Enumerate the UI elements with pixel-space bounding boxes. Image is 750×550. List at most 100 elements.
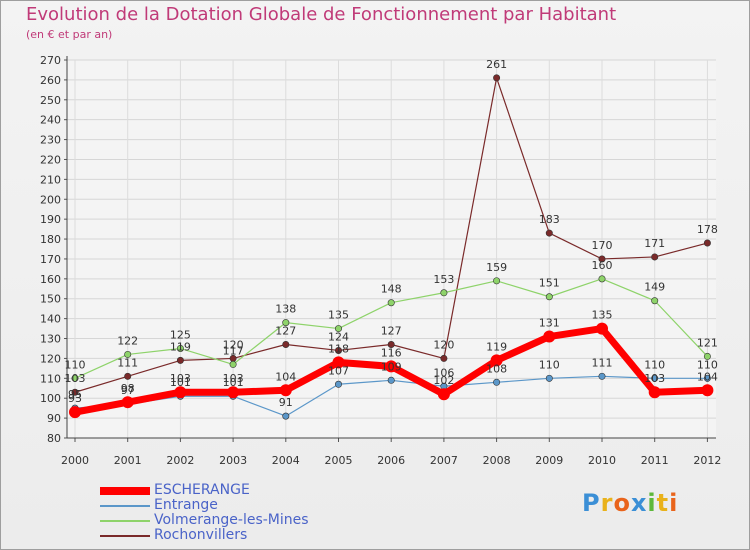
data-label: 170 xyxy=(592,239,613,252)
data-point xyxy=(334,325,342,333)
data-point xyxy=(440,289,448,297)
data-label: 91 xyxy=(279,396,293,409)
data-label: 159 xyxy=(486,261,507,274)
data-label: 103 xyxy=(65,372,86,385)
data-label: 110 xyxy=(644,358,665,371)
legend-swatch xyxy=(100,486,150,495)
data-point xyxy=(69,406,81,419)
data-point xyxy=(543,330,556,343)
axes: 8090100110120130140150160170180190200210… xyxy=(40,54,721,467)
x-tick-label: 2002 xyxy=(166,454,194,467)
data-label: 171 xyxy=(644,237,665,250)
legend-item: Volmerange-les-Mines xyxy=(100,513,309,528)
data-point xyxy=(282,319,290,327)
data-label: 160 xyxy=(592,259,613,272)
data-point xyxy=(334,380,342,388)
y-tick-label: 250 xyxy=(40,94,61,107)
series xyxy=(69,74,714,420)
x-tick-label: 2000 xyxy=(61,454,89,467)
data-label: 116 xyxy=(381,346,402,359)
legend-label: ESCHERANGE xyxy=(154,482,250,498)
data-label: 135 xyxy=(328,309,349,322)
proxiti-logo: Proxiti xyxy=(582,489,678,517)
y-tick-label: 160 xyxy=(40,273,61,286)
data-label: 101 xyxy=(223,376,244,389)
data-point xyxy=(385,360,398,373)
x-tick-label: 2003 xyxy=(219,454,247,467)
data-label: 119 xyxy=(486,340,507,353)
data-label: 93 xyxy=(68,392,82,405)
data-point xyxy=(493,378,501,386)
data-label: 117 xyxy=(223,344,244,357)
data-label: 110 xyxy=(65,358,86,371)
data-point xyxy=(440,354,448,362)
logo-letter: i xyxy=(647,489,657,517)
data-point xyxy=(227,386,240,399)
legend-swatch xyxy=(100,504,150,507)
x-tick-label: 2006 xyxy=(377,454,405,467)
data-label: 153 xyxy=(433,273,454,286)
legend-label: Rochonvillers xyxy=(154,527,248,543)
data-point xyxy=(651,253,659,261)
data-label: 135 xyxy=(592,309,613,322)
data-label: 149 xyxy=(644,281,665,294)
data-point xyxy=(282,412,290,420)
y-tick-label: 190 xyxy=(40,213,61,226)
data-label: 127 xyxy=(381,324,402,337)
data-point xyxy=(124,372,132,380)
data-point xyxy=(545,293,553,301)
chart-title: Evolution de la Dotation Globale de Fonc… xyxy=(26,4,617,25)
data-label: 108 xyxy=(486,362,507,375)
data-label: 183 xyxy=(539,213,560,226)
data-label: 178 xyxy=(697,223,718,236)
y-tick-label: 120 xyxy=(40,352,61,365)
data-point xyxy=(387,376,395,384)
data-label: 151 xyxy=(539,277,560,290)
y-tick-label: 90 xyxy=(47,412,61,425)
data-label: 119 xyxy=(170,340,191,353)
x-tick-label: 2012 xyxy=(693,454,721,467)
legend-label: Entrange xyxy=(154,497,218,513)
logo-letter: o xyxy=(613,489,631,517)
data-label: 107 xyxy=(328,364,349,377)
x-tick-label: 2008 xyxy=(483,454,511,467)
data-label: 118 xyxy=(328,342,349,355)
data-labels: 93 98 103 103 104 118 116 102 119 131 135 103 104 95 9… xyxy=(65,58,718,409)
data-point xyxy=(387,340,395,348)
legend-label: Volmerange-les-Mines xyxy=(154,512,309,528)
data-point xyxy=(703,239,711,247)
data-point xyxy=(124,350,132,358)
grid xyxy=(67,59,716,439)
data-label: 103 xyxy=(170,372,191,385)
legend-swatch xyxy=(100,534,150,537)
data-point xyxy=(332,356,345,369)
chart-subtitle: (en € et par an) xyxy=(26,28,113,41)
logo-letter: x xyxy=(630,489,648,517)
data-label: 104 xyxy=(275,370,296,383)
data-label: 125 xyxy=(170,328,191,341)
x-tick-label: 2001 xyxy=(114,454,142,467)
data-point xyxy=(174,386,187,399)
data-point xyxy=(229,360,237,368)
x-tick-label: 2009 xyxy=(535,454,563,467)
data-label: 120 xyxy=(223,338,244,351)
data-point xyxy=(334,346,342,354)
data-label: 102 xyxy=(433,374,454,387)
data-point xyxy=(121,396,134,409)
legend-swatch xyxy=(100,519,150,522)
x-tick-label: 2004 xyxy=(272,454,300,467)
data-point xyxy=(598,275,606,283)
legend-item: ESCHERANGE xyxy=(100,483,309,498)
x-tick-label: 2010 xyxy=(588,454,616,467)
data-label: 103 xyxy=(644,372,665,385)
data-point xyxy=(703,374,711,382)
y-tick-label: 170 xyxy=(40,253,61,266)
legend: ESCHERANGE Entrange Volmerange-les-Mines Ro… xyxy=(100,483,309,543)
data-label: 261 xyxy=(486,58,507,71)
data-point xyxy=(282,340,290,348)
data-point xyxy=(598,255,606,263)
y-tick-label: 110 xyxy=(40,372,61,385)
y-tick-label: 80 xyxy=(47,432,61,445)
data-point xyxy=(703,352,711,360)
